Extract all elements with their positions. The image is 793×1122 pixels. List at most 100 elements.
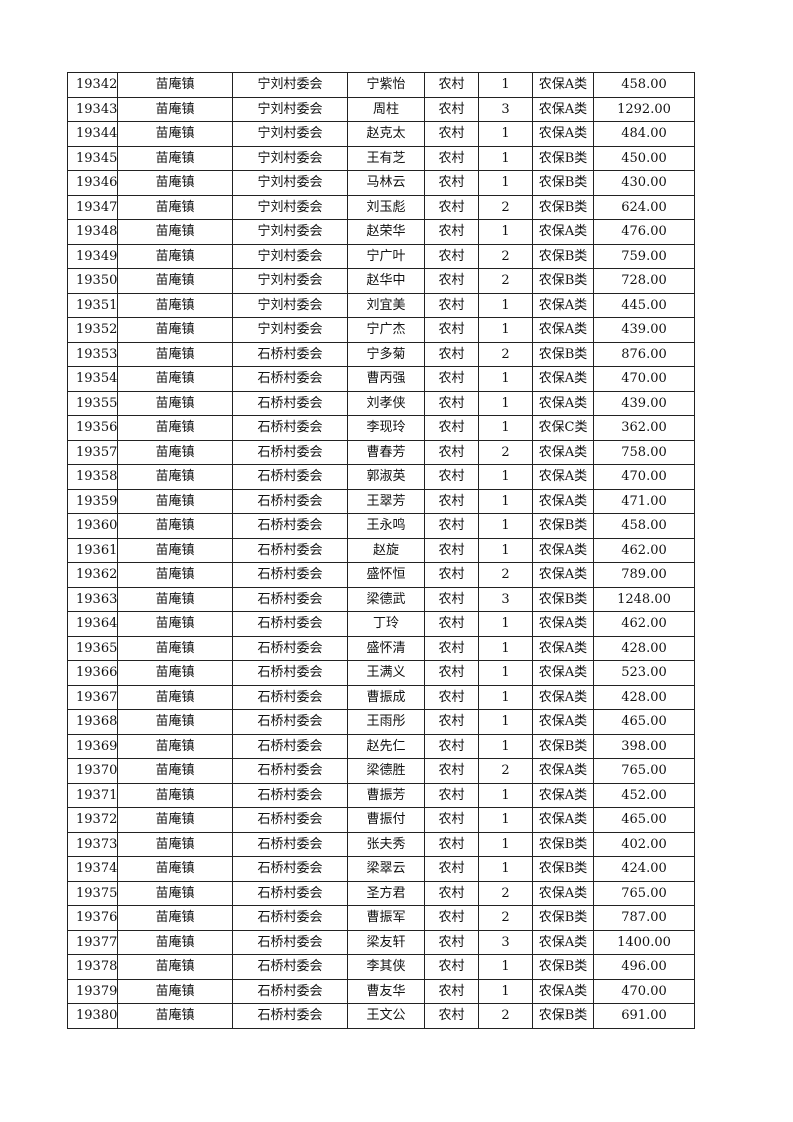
cell-village-committee: 宁刘村委会 (232, 292, 348, 318)
cell-town: 苗庵镇 (117, 562, 233, 588)
table-row: 19344 苗庵镇 宁刘村委会 赵克太 农村 1 农保A类 484.00 (67, 121, 695, 147)
cell-amount: 470.00 (593, 978, 695, 1004)
cell-amount: 458.00 (593, 513, 695, 539)
cell-amount: 758.00 (593, 439, 695, 465)
cell-insurance-category: 农保A类 (532, 537, 594, 563)
cell-person-name: 曹振成 (347, 684, 425, 710)
cell-town: 苗庵镇 (117, 709, 233, 735)
table-row: 19378 苗庵镇 石桥村委会 李其侠 农村 1 农保B类 496.00 (67, 954, 695, 980)
cell-area-type: 农村 (424, 611, 479, 637)
cell-amount: 402.00 (593, 831, 695, 857)
table-row: 19366 苗庵镇 石桥村委会 王满义 农村 1 农保A类 523.00 (67, 660, 695, 686)
cell-town: 苗庵镇 (117, 145, 233, 171)
cell-person-name: 王文公 (347, 1003, 425, 1029)
cell-record-id: 19355 (67, 390, 118, 416)
cell-insurance-category: 农保B类 (532, 341, 594, 367)
table-row: 19364 苗庵镇 石桥村委会 丁玲 农村 1 农保A类 462.00 (67, 611, 695, 637)
cell-town: 苗庵镇 (117, 586, 233, 612)
cell-record-id: 19356 (67, 415, 118, 441)
cell-record-id: 19352 (67, 317, 118, 343)
table-row: 19375 苗庵镇 石桥村委会 圣方君 农村 2 农保A类 765.00 (67, 880, 695, 906)
cell-village-committee: 石桥村委会 (232, 1003, 348, 1029)
cell-household-size: 1 (478, 856, 533, 882)
cell-record-id: 19379 (67, 978, 118, 1004)
cell-area-type: 农村 (424, 219, 479, 245)
cell-insurance-category: 农保A类 (532, 709, 594, 735)
cell-town: 苗庵镇 (117, 121, 233, 147)
cell-village-committee: 宁刘村委会 (232, 243, 348, 269)
cell-household-size: 1 (478, 170, 533, 196)
cell-insurance-category: 农保A类 (532, 439, 594, 465)
cell-area-type: 农村 (424, 366, 479, 392)
cell-area-type: 农村 (424, 782, 479, 808)
cell-amount: 1292.00 (593, 96, 695, 122)
cell-area-type: 农村 (424, 121, 479, 147)
table-row: 19359 苗庵镇 石桥村委会 王翠芳 农村 1 农保A类 471.00 (67, 488, 695, 514)
cell-amount: 439.00 (593, 390, 695, 416)
cell-amount: 470.00 (593, 366, 695, 392)
cell-town: 苗庵镇 (117, 390, 233, 416)
cell-amount: 428.00 (593, 684, 695, 710)
cell-amount: 428.00 (593, 635, 695, 661)
cell-household-size: 1 (478, 464, 533, 490)
cell-amount: 430.00 (593, 170, 695, 196)
cell-area-type: 农村 (424, 856, 479, 882)
cell-person-name: 周柱 (347, 96, 425, 122)
cell-town: 苗庵镇 (117, 660, 233, 686)
cell-person-name: 李现玲 (347, 415, 425, 441)
table-row: 19371 苗庵镇 石桥村委会 曹振芳 农村 1 农保A类 452.00 (67, 782, 695, 808)
table-row: 19360 苗庵镇 石桥村委会 王永鸣 农村 1 农保B类 458.00 (67, 513, 695, 539)
cell-person-name: 丁玲 (347, 611, 425, 637)
cell-amount: 450.00 (593, 145, 695, 171)
cell-person-name: 马林云 (347, 170, 425, 196)
cell-area-type: 农村 (424, 390, 479, 416)
cell-village-committee: 石桥村委会 (232, 439, 348, 465)
cell-record-id: 19370 (67, 758, 118, 784)
table-row: 19342 苗庵镇 宁刘村委会 宁紫怡 农村 1 农保A类 458.00 (67, 72, 695, 98)
cell-area-type: 农村 (424, 733, 479, 759)
cell-record-id: 19351 (67, 292, 118, 318)
cell-person-name: 曹丙强 (347, 366, 425, 392)
cell-area-type: 农村 (424, 758, 479, 784)
cell-household-size: 2 (478, 194, 533, 220)
cell-insurance-category: 农保A类 (532, 978, 594, 1004)
cell-household-size: 1 (478, 145, 533, 171)
cell-town: 苗庵镇 (117, 415, 233, 441)
cell-household-size: 2 (478, 1003, 533, 1029)
cell-record-id: 19363 (67, 586, 118, 612)
cell-village-committee: 石桥村委会 (232, 537, 348, 563)
cell-insurance-category: 农保B类 (532, 1003, 594, 1029)
cell-amount: 424.00 (593, 856, 695, 882)
cell-area-type: 农村 (424, 145, 479, 171)
cell-person-name: 王有芝 (347, 145, 425, 171)
cell-insurance-category: 农保B类 (532, 586, 594, 612)
cell-insurance-category: 农保A类 (532, 660, 594, 686)
cell-insurance-category: 农保A类 (532, 292, 594, 318)
cell-household-size: 2 (478, 905, 533, 931)
cell-insurance-category: 农保A类 (532, 758, 594, 784)
cell-insurance-category: 农保A类 (532, 684, 594, 710)
cell-town: 苗庵镇 (117, 317, 233, 343)
cell-person-name: 李其侠 (347, 954, 425, 980)
table-body: 19342 苗庵镇 宁刘村委会 宁紫怡 农村 1 农保A类 458.00 19343 苗庵镇 宁刘村… (67, 72, 695, 1029)
cell-record-id: 19364 (67, 611, 118, 637)
cell-record-id: 19354 (67, 366, 118, 392)
cell-amount: 765.00 (593, 758, 695, 784)
cell-village-committee: 宁刘村委会 (232, 170, 348, 196)
cell-village-committee: 宁刘村委会 (232, 96, 348, 122)
cell-person-name: 刘玉彪 (347, 194, 425, 220)
cell-person-name: 郭淑英 (347, 464, 425, 490)
cell-town: 苗庵镇 (117, 194, 233, 220)
cell-town: 苗庵镇 (117, 684, 233, 710)
cell-area-type: 农村 (424, 954, 479, 980)
cell-village-committee: 石桥村委会 (232, 782, 348, 808)
cell-person-name: 刘宜美 (347, 292, 425, 318)
cell-record-id: 19380 (67, 1003, 118, 1029)
cell-town: 苗庵镇 (117, 72, 233, 98)
cell-household-size: 1 (478, 292, 533, 318)
table-row: 19352 苗庵镇 宁刘村委会 宁广杰 农村 1 农保A类 439.00 (67, 317, 695, 343)
cell-household-size: 2 (478, 880, 533, 906)
cell-person-name: 王永鸣 (347, 513, 425, 539)
table-row: 19376 苗庵镇 石桥村委会 曹振军 农村 2 农保B类 787.00 (67, 905, 695, 931)
cell-town: 苗庵镇 (117, 733, 233, 759)
